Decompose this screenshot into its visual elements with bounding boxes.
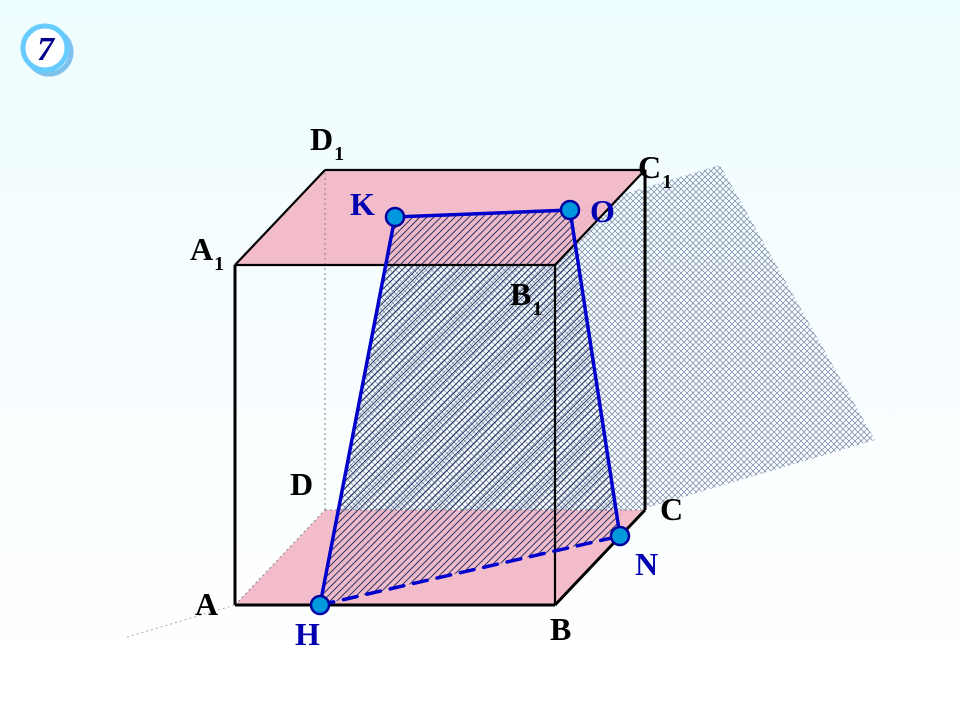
marked-point-k [386, 208, 404, 226]
marked-point-o [561, 201, 579, 219]
vertex-label-d1: D1 [310, 121, 344, 165]
vertex-label-d: D [290, 466, 313, 502]
marked-point-h [311, 596, 329, 614]
marked-point-n [611, 527, 629, 545]
section-face [320, 210, 620, 605]
vertex-label-a: A [195, 586, 218, 622]
vertex-label-a1: A1 [190, 231, 224, 275]
vertex-label-c: C [660, 491, 683, 527]
extension-line [127, 605, 235, 637]
vertex-label-b: B [550, 611, 571, 647]
point-label-o: O [590, 193, 615, 229]
slide-number: 7 [37, 31, 56, 68]
geometry-diagram: ABCDA1B1C1D1KOHN7 [0, 0, 960, 720]
point-label-n: N [635, 546, 658, 582]
point-label-k: K [350, 186, 375, 222]
point-label-h: H [295, 616, 320, 652]
